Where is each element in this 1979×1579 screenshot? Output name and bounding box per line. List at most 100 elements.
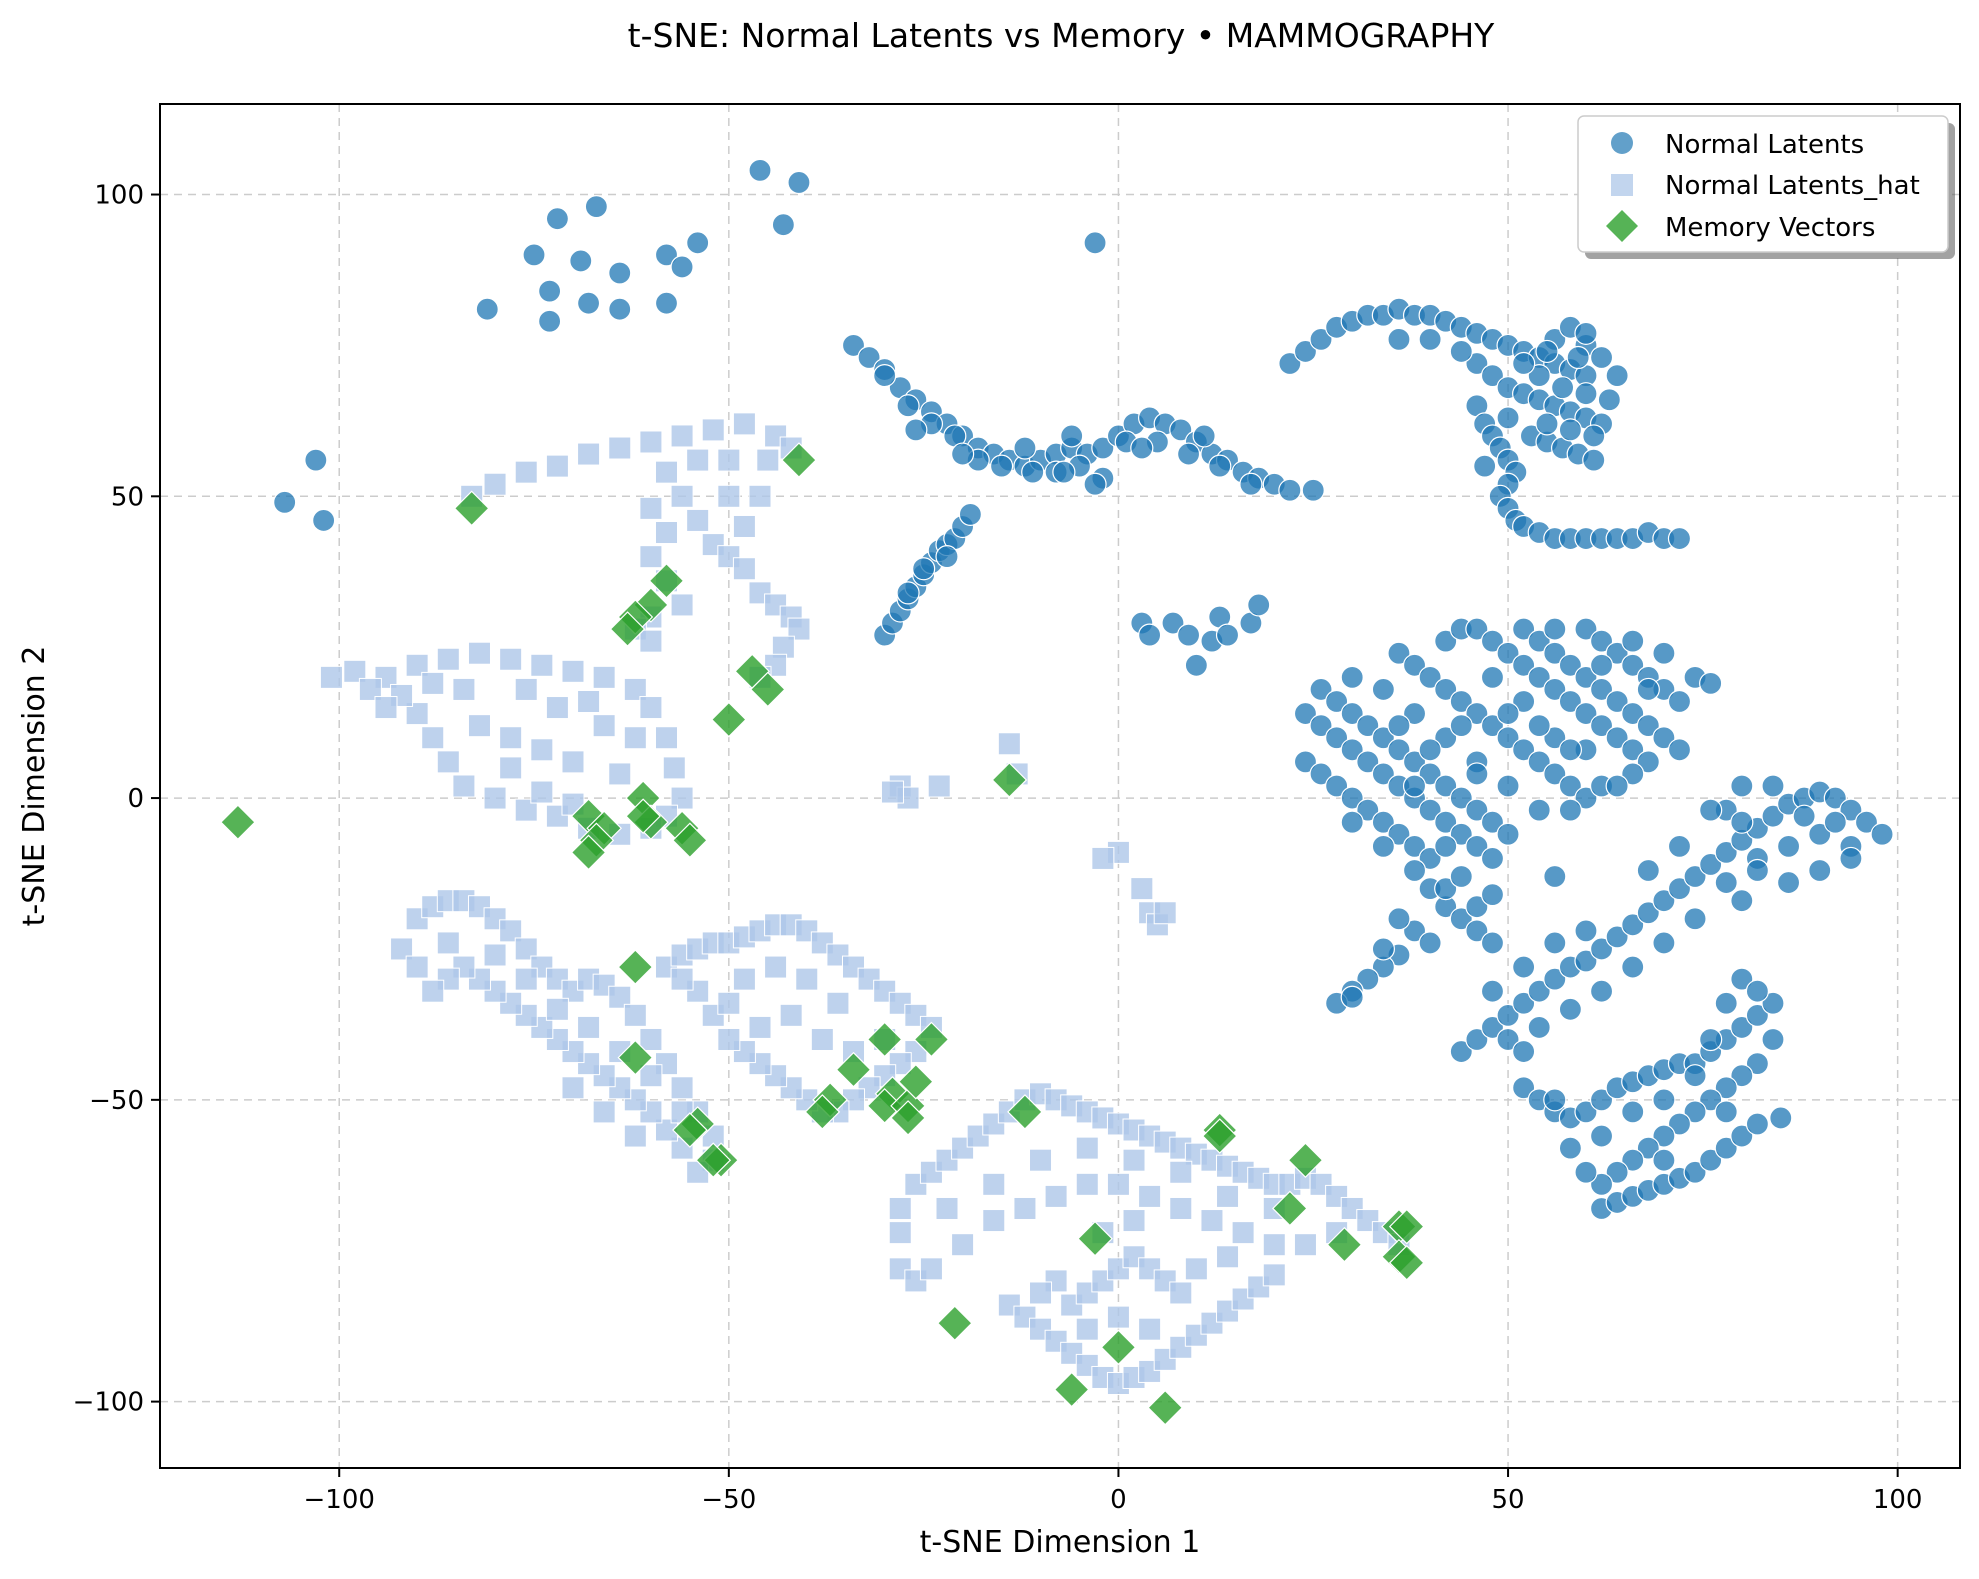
point-normal-latent: [1558, 689, 1582, 714]
point-normal-latent-hat: [982, 1209, 1006, 1233]
point-normal-latent-hat: [1216, 1245, 1240, 1269]
point-normal-latent: [1535, 412, 1559, 436]
point-normal-latent-hat: [670, 424, 694, 448]
point-normal-latent: [1527, 665, 1551, 689]
point-normal-latent: [1465, 798, 1489, 822]
point-normal-latent: [1761, 991, 1785, 1015]
point-normal-latent: [1512, 738, 1536, 762]
point-normal-latent: [1325, 726, 1349, 750]
legend-label-normal-latents: Normal Latents: [1665, 130, 1864, 160]
point-normal-latent: [1465, 701, 1489, 726]
point-normal-latent-hat: [608, 436, 632, 460]
point-normal-latent: [1418, 762, 1442, 786]
point-normal-latent: [1636, 858, 1660, 883]
y-axis-label: t-SNE Dimension 2: [17, 646, 52, 927]
point-normal-latent-hat: [670, 786, 694, 810]
point-normal-latent: [1699, 1027, 1723, 1052]
point-normal-latent: [1371, 726, 1395, 750]
point-normal-latent-hat: [787, 617, 811, 641]
point-normal-latent: [1527, 750, 1551, 774]
point-normal-latent: [1652, 889, 1676, 913]
point-normal-latent: [538, 279, 562, 303]
point-normal-latent: [1418, 665, 1442, 689]
point-normal-latent-hat: [686, 448, 710, 472]
point-normal-latent: [1480, 629, 1505, 653]
point-normal-latent: [1371, 937, 1395, 961]
point-normal-latent: [1558, 997, 1582, 1021]
point-normal-latent: [1418, 931, 1442, 955]
point-normal-latent: [1527, 1015, 1551, 1040]
point-normal-latent-hat: [436, 647, 460, 671]
point-normal-latent: [1309, 714, 1333, 738]
point-normal-latent: [1605, 641, 1629, 665]
point-normal-latent: [1480, 846, 1505, 871]
point-normal-latent-hat: [639, 496, 663, 520]
point-memory-vector: [672, 1112, 708, 1148]
point-normal-latent: [1683, 907, 1707, 931]
point-normal-latent: [1543, 1088, 1567, 1112]
point-normal-latent: [1558, 1136, 1582, 1160]
point-normal-latent: [1480, 883, 1505, 907]
point-normal-latent: [1683, 1160, 1707, 1184]
point-normal-latent-hat: [670, 967, 694, 991]
point-normal-latent: [1512, 991, 1536, 1015]
point-normal-latent: [1512, 653, 1536, 677]
point-normal-latent: [1480, 979, 1505, 1003]
point-normal-latent: [1621, 762, 1645, 786]
point-normal-latent: [1714, 991, 1738, 1015]
point-normal-latent: [1434, 877, 1458, 901]
point-normal-latent: [1512, 955, 1536, 979]
point-memory-vector: [570, 834, 607, 871]
y-tick-label: 0: [127, 784, 144, 814]
point-normal-latent-hat: [1169, 1160, 1193, 1184]
x-tick-label: 100: [1873, 1485, 1923, 1515]
point-normal-latent-hat: [592, 665, 616, 689]
point-normal-latent-hat: [623, 1124, 647, 1148]
point-normal-latent-hat: [1200, 1209, 1224, 1233]
point-normal-latent: [1574, 321, 1598, 345]
y-axis-ticks: −100 −50 0 50 100: [73, 181, 160, 1418]
point-normal-latent-hat: [662, 756, 686, 780]
point-normal-latent: [1387, 641, 1411, 665]
point-normal-latent: [1301, 478, 1325, 502]
point-memory-vector: [866, 1021, 903, 1058]
point-normal-latent-hat: [1231, 1221, 1255, 1245]
point-normal-latent: [748, 158, 772, 182]
point-normal-latent-hat: [779, 1003, 803, 1027]
point-memory-vector: [609, 611, 646, 647]
point-normal-latent: [1730, 1015, 1754, 1040]
point-normal-latent-hat: [545, 454, 569, 478]
point-normal-latent: [1558, 774, 1582, 798]
point-normal-latent-hat: [436, 931, 460, 955]
point-normal-latent: [1340, 701, 1364, 726]
point-normal-latent: [1449, 1039, 1473, 1064]
point-normal-latent: [1535, 339, 1559, 364]
point-normal-latent: [1730, 889, 1754, 913]
point-normal-latent: [958, 502, 982, 527]
point-normal-latent: [1402, 858, 1427, 883]
point-memory-vector: [1147, 1389, 1184, 1426]
point-normal-latent: [1418, 798, 1442, 822]
point-normal-latent: [1683, 1100, 1707, 1124]
point-normal-latent: [787, 170, 811, 195]
point-normal-latent: [1574, 786, 1598, 810]
point-normal-latent: [1465, 834, 1489, 858]
point-normal-latent: [1652, 931, 1676, 955]
point-normal-latent-hat: [701, 418, 725, 442]
point-normal-latent-hat: [686, 508, 710, 532]
point-normal-latent: [1309, 677, 1333, 702]
point-normal-latent: [912, 557, 936, 581]
legend: Normal Latents Normal Latents_hat Memory…: [1577, 115, 1955, 259]
point-normal-latent-hat: [1138, 1184, 1162, 1208]
point-normal-latent-hat: [467, 641, 491, 665]
point-normal-latent: [1465, 762, 1489, 786]
point-normal-latent-hat: [545, 997, 569, 1021]
point-normal-latent-hat: [1122, 1148, 1146, 1172]
point-normal-latent: [1621, 913, 1645, 937]
point-memory-vector: [749, 671, 786, 708]
point-normal-latent: [1356, 750, 1380, 774]
point-normal-latent: [1527, 714, 1551, 738]
y-tick-label: −100: [73, 1388, 144, 1418]
point-normal-latent: [1527, 979, 1551, 1003]
point-memory-vector: [897, 1063, 934, 1100]
